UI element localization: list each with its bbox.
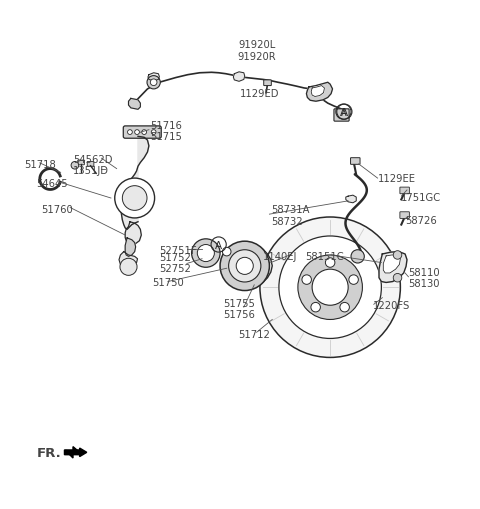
Circle shape [71, 162, 79, 169]
Text: 51760: 51760 [42, 205, 73, 214]
Circle shape [135, 130, 139, 135]
Text: 1129EE: 1129EE [378, 174, 416, 184]
Circle shape [393, 274, 402, 282]
Text: 51755
51756: 51755 51756 [223, 298, 255, 320]
FancyArrow shape [64, 448, 87, 457]
Circle shape [147, 76, 160, 90]
Text: 91920L
91920R: 91920L 91920R [237, 40, 276, 62]
Polygon shape [379, 252, 407, 283]
FancyBboxPatch shape [400, 212, 409, 219]
Circle shape [279, 237, 382, 339]
Text: 1129ED: 1129ED [240, 89, 279, 99]
FancyBboxPatch shape [350, 158, 360, 165]
Circle shape [302, 275, 312, 285]
Text: 58151C: 58151C [305, 251, 344, 262]
Circle shape [192, 239, 220, 268]
Circle shape [236, 258, 253, 275]
Circle shape [260, 217, 400, 358]
Text: 51718: 51718 [24, 159, 56, 169]
Text: 54645: 54645 [36, 179, 68, 188]
Circle shape [393, 251, 402, 260]
Circle shape [220, 242, 269, 291]
Circle shape [298, 256, 362, 320]
Circle shape [222, 248, 231, 257]
Polygon shape [119, 252, 137, 269]
Circle shape [197, 245, 215, 262]
Polygon shape [233, 73, 245, 82]
Polygon shape [384, 256, 400, 273]
Polygon shape [226, 246, 272, 287]
Text: A: A [215, 240, 222, 250]
Text: 51752
52752: 51752 52752 [159, 252, 191, 274]
Text: 51716
51715: 51716 51715 [150, 121, 182, 142]
Text: 52751F: 52751F [159, 246, 197, 256]
Circle shape [128, 130, 132, 135]
Polygon shape [125, 238, 136, 257]
Text: 58726: 58726 [405, 215, 437, 225]
Circle shape [312, 270, 348, 305]
Polygon shape [129, 99, 140, 110]
Circle shape [340, 303, 349, 313]
Polygon shape [121, 137, 149, 230]
Polygon shape [125, 222, 141, 245]
FancyBboxPatch shape [87, 162, 94, 167]
Circle shape [115, 179, 155, 218]
FancyBboxPatch shape [400, 188, 409, 194]
Circle shape [311, 303, 320, 313]
Text: 51750: 51750 [152, 278, 184, 288]
FancyBboxPatch shape [123, 127, 161, 139]
Circle shape [151, 130, 156, 135]
Text: 58731A
58732: 58731A 58732 [271, 205, 309, 227]
Text: 58110
58130: 58110 58130 [408, 268, 440, 289]
Polygon shape [148, 74, 159, 81]
Text: 51712: 51712 [238, 329, 270, 339]
Polygon shape [65, 447, 80, 458]
Polygon shape [346, 196, 356, 204]
Circle shape [351, 250, 364, 264]
Text: 1351JD: 1351JD [73, 165, 109, 175]
Text: A: A [340, 107, 347, 118]
Circle shape [325, 258, 335, 268]
Text: FR.: FR. [37, 446, 62, 459]
FancyBboxPatch shape [334, 109, 349, 122]
Text: 54562D: 54562D [73, 155, 112, 165]
Circle shape [142, 130, 146, 135]
Text: 1751GC: 1751GC [401, 193, 442, 203]
Circle shape [150, 80, 157, 87]
Circle shape [120, 259, 137, 276]
Circle shape [122, 186, 147, 211]
Circle shape [349, 275, 359, 285]
Polygon shape [311, 87, 324, 97]
FancyBboxPatch shape [78, 161, 84, 165]
FancyBboxPatch shape [264, 81, 271, 87]
Text: 1220FS: 1220FS [373, 301, 410, 310]
Text: 1140EJ: 1140EJ [263, 251, 297, 262]
Polygon shape [306, 83, 333, 102]
Text: A: A [341, 107, 348, 118]
Circle shape [228, 250, 261, 282]
